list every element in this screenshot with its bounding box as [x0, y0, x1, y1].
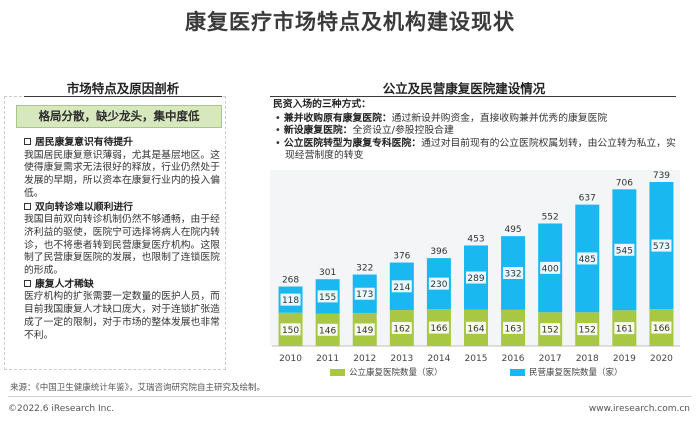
data-label-public: 164: [467, 324, 484, 334]
website-link[interactable]: www.iresearch.com.cn: [588, 404, 690, 414]
data-label-private: 573: [653, 242, 670, 252]
data-label-private: 289: [467, 274, 484, 284]
section-title: 双向转诊难以顺利进行: [24, 202, 222, 215]
data-label-private: 400: [542, 264, 559, 274]
entry-method-item: • 兼并收购原有康复医院：通过新设并购资金，直接收购兼并优秀的康复医院: [275, 112, 608, 124]
data-label-public: 152: [579, 326, 596, 336]
entry-method-item: • 公立医院转型为康复专科医院：通过对目前现有的公立医院权属划转，由公立转为私立…: [275, 137, 676, 162]
data-label-background: [614, 322, 635, 335]
data-label-background: [466, 271, 486, 284]
section-body: 我国目前双向转诊机制仍然不够通畅，由于经济利益的驱使，医院宁可选择将病人在院内转…: [24, 214, 220, 277]
data-label-background: [354, 323, 375, 336]
x-tick-label: 2013: [390, 354, 413, 364]
data-label-background: [651, 239, 672, 252]
data-label-public: 162: [393, 325, 410, 335]
checkbox-square-icon: [24, 202, 31, 210]
data-label-background: [391, 280, 412, 293]
data-label-total: 301: [319, 268, 336, 278]
data-label-private: 545: [616, 246, 633, 256]
source-note: 来源：《中国卫生健康统计年鉴》，艾瑞咨询研究院自主研究及绘制。: [10, 383, 266, 393]
market-summary-banner: 格局分散，缺少龙头，集中度低: [16, 105, 222, 128]
data-label-public: 166: [653, 324, 670, 334]
section-body: 我国居民康复意识薄弱，尤其是基层地区。这使得康复需求无法很好的释放，行业仍然处于…: [24, 149, 220, 199]
entry-method-item: • 新设康复医院：全资设立/参股控股合建: [275, 125, 454, 137]
page-title: 康复医疗市场特点及机构建设现状: [185, 10, 515, 34]
data-label-total: 495: [504, 225, 521, 235]
data-label-total: 706: [616, 178, 633, 188]
x-tick-label: 2015: [465, 354, 488, 364]
section-title: 居民康复意识有待提升: [24, 137, 222, 150]
data-label-background: [466, 321, 486, 334]
legend-item-private: 民营康复医院数量（家）: [510, 366, 623, 378]
data-label-background: [503, 266, 524, 279]
right-panel-heading: 公立及民营康复医院建设情况: [382, 81, 546, 96]
section-body: 医疗机构的扩张需要一定数量的医护人员，而目前我国康复人才缺口庞大，对于连锁扩张造…: [24, 291, 220, 341]
private-capital-entry-text: 民资入场的三种方式： • 兼并收购原有康复医院：通过新设并购资金，直接收购兼并优…: [273, 99, 678, 163]
data-label-background: [614, 243, 635, 256]
left-heading-divider: [24, 96, 222, 97]
x-tick-label: 2016: [502, 354, 525, 364]
data-label-private: 485: [579, 255, 596, 265]
left-panel-heading: 市场特点及原因剖析: [66, 81, 180, 96]
data-label-public: 146: [319, 326, 336, 336]
checkbox-square-icon: [24, 138, 31, 145]
checkbox-square-icon: [24, 279, 31, 287]
x-tick-label: 2019: [613, 354, 636, 364]
data-label-background: [577, 323, 598, 336]
data-label-total: 376: [393, 252, 410, 262]
market-analysis-text: 居民康复意识有待提升 我国居民康复意识薄弱，尤其是基层地区。这使得康复需求无法很…: [24, 137, 222, 343]
data-label-background: [280, 323, 301, 336]
data-label-private: 214: [393, 283, 410, 293]
data-label-private: 155: [319, 293, 336, 303]
data-label-background: [540, 323, 561, 336]
x-tick-label: 2020: [650, 354, 673, 364]
legend-swatch-public: [330, 368, 345, 376]
data-label-background: [317, 290, 338, 303]
legend-item-public: 公立康复医院数量（家）: [330, 366, 443, 378]
data-label-total: 322: [356, 264, 373, 274]
data-label-background: [428, 321, 449, 334]
data-label-total: 637: [579, 194, 596, 204]
data-label-background: [391, 322, 412, 335]
right-heading-divider: [270, 96, 676, 97]
x-tick-label: 2014: [427, 354, 450, 364]
data-label-private: 230: [430, 280, 447, 290]
data-label-private: 118: [282, 296, 299, 306]
data-label-public: 152: [542, 326, 559, 336]
data-label-private: 173: [356, 290, 373, 300]
data-label-public: 163: [504, 324, 521, 334]
entry-methods-intro: 民资入场的三种方式：: [273, 99, 371, 110]
data-label-total: 396: [430, 247, 447, 257]
data-label-public: 166: [430, 324, 447, 334]
data-label-background: [651, 321, 672, 334]
data-label-background: [428, 277, 449, 290]
data-label-total: 739: [653, 171, 670, 181]
data-label-background: [317, 323, 338, 336]
x-tick-label: 2018: [576, 354, 599, 364]
data-label-background: [577, 252, 598, 265]
footer-divider: [8, 396, 692, 397]
copyright-text: ©2022.6 iResearch Inc.: [8, 404, 115, 414]
data-label-private: 332: [504, 269, 521, 279]
data-label-background: [354, 287, 375, 300]
data-label-background: [280, 293, 301, 306]
x-tick-label: 2017: [539, 354, 562, 364]
data-label-total: 453: [467, 234, 484, 244]
data-label-background: [503, 321, 524, 334]
x-tick-label: 2011: [316, 354, 339, 364]
data-label-public: 161: [616, 325, 633, 335]
data-label-total: 552: [542, 212, 559, 222]
section-title: 康复人才稀缺: [24, 279, 222, 292]
data-label-background: [540, 261, 561, 274]
legend-swatch-private: [510, 368, 525, 376]
data-label-total: 268: [282, 276, 299, 286]
x-tick-label: 2010: [279, 354, 302, 364]
x-tick-label: 2012: [353, 354, 376, 364]
data-label-public: 149: [356, 326, 373, 336]
data-label-public: 150: [282, 326, 299, 336]
